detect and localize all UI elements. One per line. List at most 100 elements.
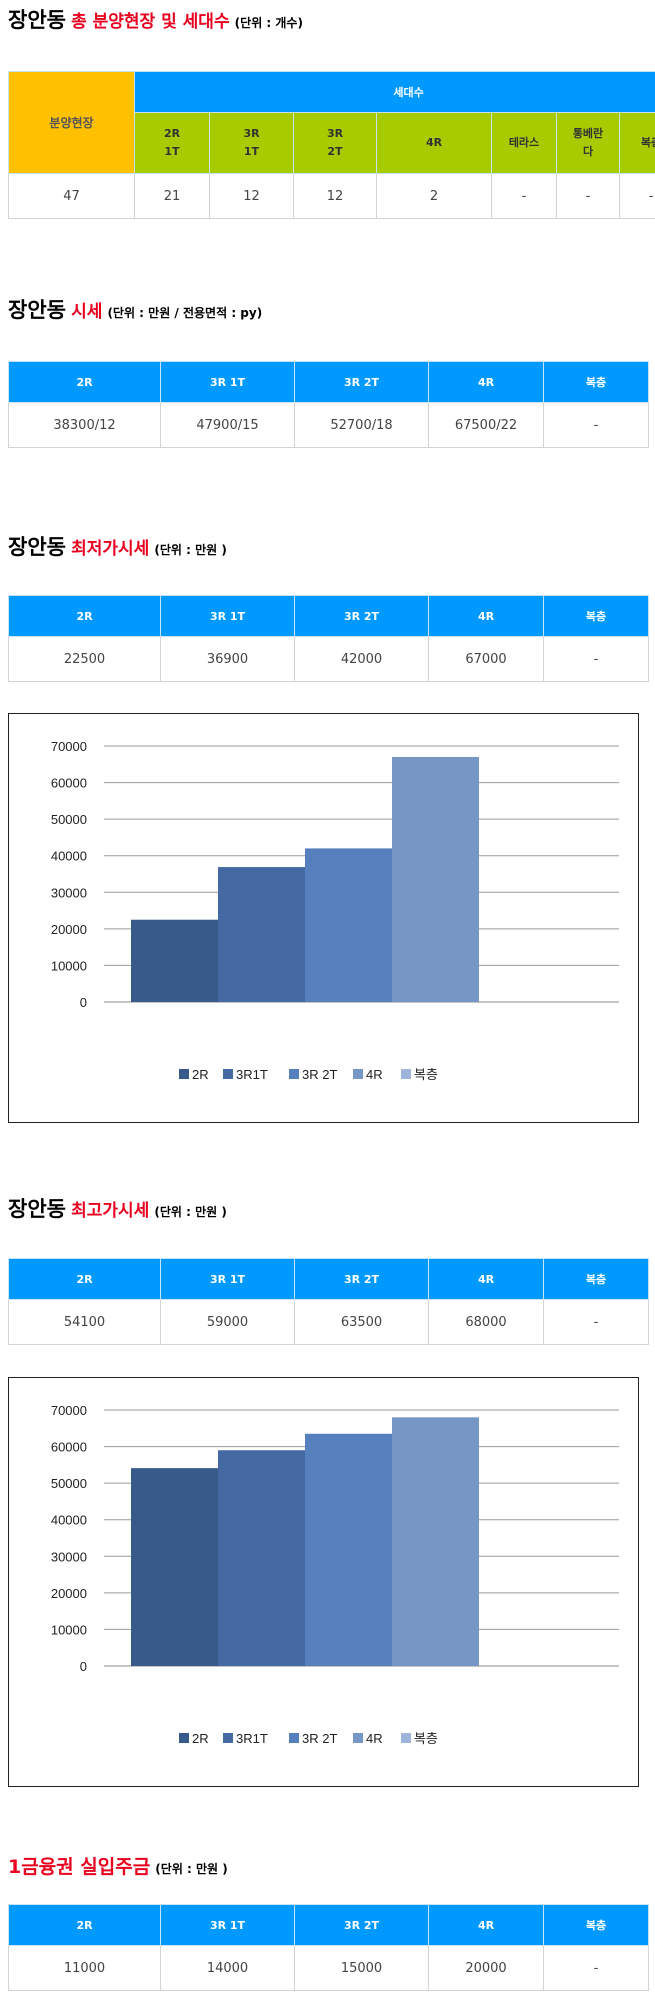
units-col-header: 2R 1T [134,112,210,174]
column-header: 복층 [543,1258,649,1300]
value-cell: 67500/22 [428,402,544,448]
value-cell: 68000 [428,1299,544,1345]
legend-label: 4R [366,1731,383,1746]
section4-title-main: 장안동 [8,1197,66,1221]
column-header: 3R 2T [294,361,429,403]
legend-swatch [223,1069,233,1079]
value-cell: 59000 [160,1299,295,1345]
value-cell: 36900 [160,636,295,682]
chart-svg: 0 10000 20000 30000 40000 50000 60000 70000 2R 3R… [51,739,619,1082]
units-value-cell: 12 [293,173,377,219]
legend-label: 3R1T [236,1731,268,1746]
section5-title-red: 1금융권 실입주금 [8,1856,151,1878]
bar-2r [131,1468,218,1666]
y-tick-label: 50000 [51,812,87,827]
units-col-header: 4R [376,112,492,174]
bar-3r2t [305,1433,392,1666]
section5-title: 1금융권 실입주금 (단위 : 만원 ) [8,1852,228,1879]
lowest-price-chart: 0 10000 20000 30000 40000 50000 60000 70000 2R 3R… [8,713,639,1123]
value-cell: 15000 [294,1945,429,1991]
section3-title-main: 장안동 [8,535,66,559]
price-table: 2R 3R 1T 3R 2T 4R 복층 38300/12 47900/15 52700/18… [8,361,649,448]
units-value-cell: - [556,173,620,219]
section1-title: 장안동 총 분양현장 및 세대수 (단위 : 개수) [8,4,303,34]
column-header: 2R [8,361,161,403]
legend-swatch [401,1733,411,1743]
legend-label: 복층 [414,1731,438,1746]
section3-title: 장안동 최저가시세 (단위 : 만원 ) [8,531,227,561]
units-header: 세대수 [133,71,655,113]
bar-3r1t [218,1450,305,1666]
units-col-header: 3R 1T [209,112,294,174]
column-header: 3R 1T [160,361,295,403]
column-header: 2R [8,595,161,637]
highest-price-chart: 0 10000 20000 30000 40000 50000 60000 70000 2R 3R… [8,1377,639,1787]
column-header: 3R 1T [160,595,295,637]
y-tick-label: 30000 [51,1549,87,1564]
column-header: 3R 2T [294,595,429,637]
bar-3r1t [218,867,305,1002]
highest-price-table: 2R 3R 1T 3R 2T 4R 복층 54100 59000 63500 68000- [8,1258,649,1345]
value-cell: 42000 [294,636,429,682]
units-value-cell: 12 [209,173,294,219]
section3-title-red: 최저가시세 [71,539,150,559]
column-header: 4R [428,361,544,403]
legend-label: 2R [192,1731,209,1746]
y-tick-label: 60000 [51,1440,87,1455]
column-header: 복층 [543,595,649,637]
column-header: 3R 2T [294,1258,429,1300]
bar-2r [131,919,218,1002]
legend-label: 3R 2T [302,1067,337,1082]
section2-title: 장안동 시세 (단위 : 만원 / 전용면적 : py) [8,294,262,324]
section1-title-red: 총 분양현장 및 세대수 [71,12,230,32]
y-tick-label: 10000 [51,958,87,973]
section1-title-unit: (단위 : 개수) [234,16,303,30]
legend-swatch [289,1069,299,1079]
column-header: 복층 [543,361,649,403]
bar-4r [392,756,479,1002]
section1-title-main: 장안동 [8,8,66,32]
units-col-header: 복층 [618,112,655,174]
bar-4r [392,1417,479,1666]
section2-title-unit: (단위 : 만원 / 전용면적 : py) [107,306,263,320]
column-header: 3R 1T [160,1258,295,1300]
y-tick-label: 40000 [51,1513,87,1528]
move-in-cost-table: 2R 3R 1T 3R 2T 4R 복층 11000 14000 15000 20000- [8,1904,649,1991]
units-col-header: 통베란 다 [556,112,620,174]
value-cell: - [543,1945,649,1991]
units-col-header: 테라스 [491,112,557,174]
y-tick-label: 30000 [51,885,87,900]
value-cell: 11000 [8,1945,161,1991]
y-tick-label: 10000 [51,1622,87,1637]
value-cell: 67000 [428,636,544,682]
value-cell: 14000 [160,1945,295,1991]
value-cell: 22500 [8,636,161,682]
column-header: 4R [428,1258,544,1300]
y-tick-label: 0 [80,1659,87,1674]
units-value-cell: - [618,173,655,219]
section4-title: 장안동 최고가시세 (단위 : 만원 ) [8,1193,227,1223]
units-value-cell: - [491,173,557,219]
legend-label: 3R 2T [302,1731,337,1746]
column-header: 2R [8,1258,161,1300]
y-tick-label: 40000 [51,849,87,864]
section2-title-main: 장안동 [8,298,66,322]
column-header: 2R [8,1904,161,1946]
section4-title-red: 최고가시세 [71,1201,150,1221]
units-col-header: 3R 2T [293,112,377,174]
value-cell: 54100 [8,1299,161,1345]
chart-svg: 0 10000 20000 30000 40000 50000 60000 70000 2R 3R… [51,1403,619,1746]
legend-swatch [179,1733,189,1743]
legend-label: 복층 [414,1067,438,1082]
column-header: 4R [428,1904,544,1946]
site-units-table: 분양현장 세대수 2R1T3R1T3R2T4R테라스통베란다복층 47 2112… [8,71,655,219]
legend-swatch [401,1069,411,1079]
y-tick-label: 60000 [51,776,87,791]
legend-label: 3R1T [236,1067,268,1082]
value-cell: - [543,1299,649,1345]
column-header: 복층 [543,1904,649,1946]
value-cell: 63500 [294,1299,429,1345]
value-cell: - [543,636,649,682]
y-tick-label: 70000 [51,739,87,754]
section4-title-unit: (단위 : 만원 ) [154,1205,227,1219]
